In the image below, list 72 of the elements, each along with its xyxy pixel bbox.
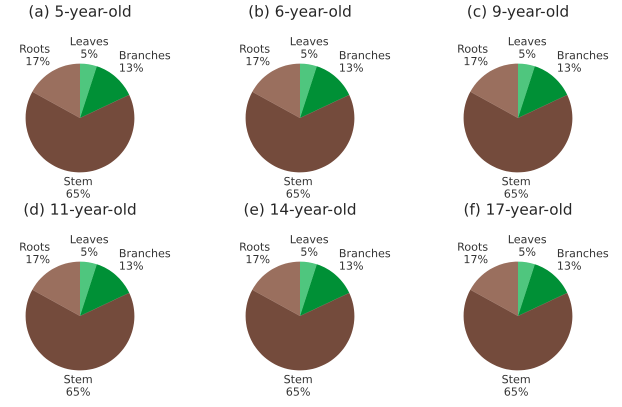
pie-slice <box>32 262 80 316</box>
pie-slice <box>80 262 97 316</box>
slice-label: Roots <box>458 242 488 251</box>
chart-title: (c) 9-year-old <box>468 5 568 20</box>
slice-label: Roots <box>20 242 50 251</box>
slice-label: Leaves <box>290 37 328 46</box>
data-label: 17% <box>464 56 488 66</box>
pie-slice <box>246 92 354 172</box>
data-label: 13% <box>558 63 581 72</box>
slice-label: Stem <box>64 374 92 384</box>
data-label: 17% <box>26 254 50 264</box>
data-label: 65% <box>504 189 528 198</box>
pie-slice <box>26 92 134 172</box>
slice-label: Stem <box>64 176 92 186</box>
pie-slice <box>26 290 134 370</box>
data-label: 5% <box>81 49 98 58</box>
slice-label: Leaves <box>508 37 546 46</box>
pie-slice <box>518 262 535 316</box>
data-label: 5% <box>519 49 536 58</box>
slice-label: Stem <box>502 374 530 384</box>
chart-title: (d) 11-year-old <box>24 203 136 218</box>
pie-slice <box>300 262 317 316</box>
pie-slice <box>252 64 300 118</box>
slice-label: Branches <box>120 50 170 60</box>
pie-slice <box>80 64 97 118</box>
slice-label: Branches <box>340 50 390 60</box>
pie-slice <box>470 262 518 316</box>
slice-label: Branches <box>558 50 608 60</box>
pie-slice <box>32 64 80 118</box>
data-label: 13% <box>558 261 581 270</box>
chart-title: (e) 14-year-old <box>244 203 356 218</box>
slice-label: Leaves <box>70 235 108 244</box>
data-label: 17% <box>246 56 270 66</box>
data-label: 65% <box>286 189 310 198</box>
slice-label: Roots <box>20 44 50 53</box>
data-label: 13% <box>120 63 143 72</box>
slice-label: Branches <box>558 248 608 258</box>
pie-slice <box>300 64 317 118</box>
data-label: 65% <box>66 189 90 198</box>
slice-label: Stem <box>284 176 312 186</box>
pie-slice <box>464 92 572 172</box>
data-label: 5% <box>301 247 318 256</box>
data-label: 13% <box>340 63 363 72</box>
slice-label: Branches <box>120 248 170 258</box>
pie-slice <box>246 290 354 370</box>
chart-title: (b) 6-year-old <box>249 5 350 20</box>
pie-slice <box>252 262 300 316</box>
pie-slice <box>470 64 518 118</box>
data-label: 17% <box>464 254 488 264</box>
data-label: 5% <box>81 247 98 256</box>
data-label: 65% <box>286 387 310 396</box>
slice-label: Stem <box>502 176 530 186</box>
data-label: 13% <box>340 261 363 270</box>
slice-label: Roots <box>458 44 488 53</box>
data-label: 65% <box>66 387 90 396</box>
data-label: 5% <box>301 49 318 58</box>
slice-label: Leaves <box>70 37 108 46</box>
pie-slice <box>464 290 572 370</box>
chart-title: (f) 17-year-old <box>464 203 572 218</box>
data-label: 65% <box>504 387 528 396</box>
data-label: 5% <box>519 247 536 256</box>
pie-slice <box>518 64 535 118</box>
data-label: 17% <box>246 254 270 264</box>
slice-label: Roots <box>240 242 270 251</box>
chart-title: (a) 5-year-old <box>30 5 130 20</box>
slice-label: Stem <box>284 374 312 384</box>
slice-label: Leaves <box>290 235 328 244</box>
slice-label: Branches <box>340 248 390 258</box>
slice-label: Leaves <box>508 235 546 244</box>
slice-label: Roots <box>240 44 270 53</box>
data-label: 13% <box>120 261 143 270</box>
data-label: 17% <box>26 56 50 66</box>
